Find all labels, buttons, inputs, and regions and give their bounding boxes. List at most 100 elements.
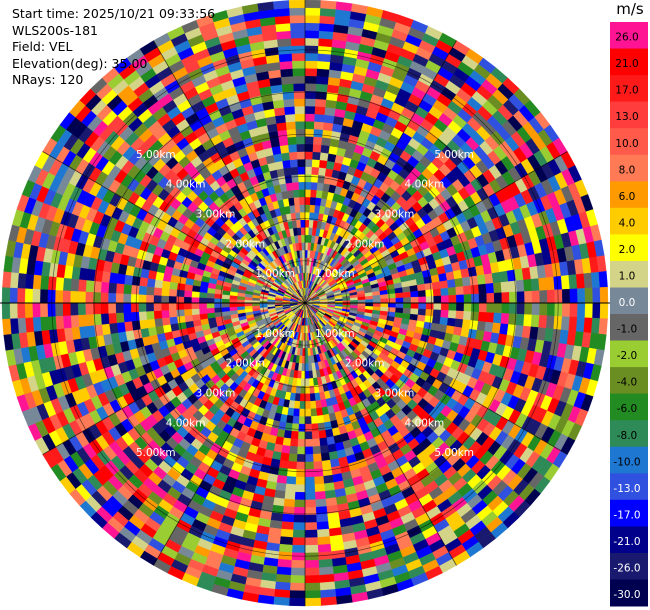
gate — [297, 234, 303, 243]
gate — [380, 302, 389, 308]
gate — [206, 307, 215, 314]
gate — [168, 295, 177, 304]
elevation: Elevation(deg): 35.00 — [12, 55, 148, 71]
gate — [184, 314, 194, 323]
gate — [288, 597, 306, 607]
gate — [440, 309, 449, 319]
gate — [292, 415, 300, 425]
gate — [304, 559, 320, 569]
gate — [425, 296, 435, 304]
gate — [284, 483, 296, 493]
gate — [77, 290, 86, 304]
gate — [291, 552, 306, 561]
gate — [319, 573, 335, 584]
gate — [304, 401, 311, 410]
gate — [316, 75, 330, 85]
gate — [62, 277, 72, 291]
gate — [295, 476, 306, 486]
colorbar-tick: -8.0 — [617, 430, 638, 442]
gate — [131, 275, 141, 286]
gate — [598, 318, 608, 335]
gate — [294, 113, 306, 122]
gate — [292, 522, 306, 531]
gate — [281, 83, 295, 93]
gate — [123, 274, 134, 286]
gate — [304, 544, 319, 554]
gate — [313, 121, 325, 130]
gate — [198, 297, 207, 304]
gate — [286, 128, 297, 138]
gate — [191, 296, 200, 304]
gate — [318, 429, 327, 439]
gate — [301, 363, 306, 372]
gate — [301, 249, 306, 258]
gate — [300, 219, 306, 228]
gate — [277, 129, 288, 139]
ppi-plot[interactable]: 1.00km1.00km1.00km1.00km2.00km2.00km2.00… — [0, 0, 610, 610]
gate — [440, 295, 450, 304]
gate — [311, 174, 319, 183]
gate — [293, 83, 306, 92]
gate — [39, 302, 49, 318]
gate — [315, 407, 324, 417]
gate — [402, 291, 412, 299]
gate — [319, 437, 328, 447]
range-label: 4.00km — [405, 179, 445, 191]
gate — [304, 446, 314, 455]
gate — [322, 129, 333, 139]
gate — [402, 307, 412, 315]
gate — [292, 60, 306, 69]
gate — [592, 302, 601, 319]
gate — [47, 289, 56, 304]
gate — [191, 302, 200, 310]
gate — [221, 306, 230, 312]
gate — [568, 316, 578, 332]
gate — [471, 293, 480, 304]
gate — [276, 566, 292, 576]
gate — [319, 15, 336, 25]
gate — [69, 302, 79, 316]
gate — [176, 289, 185, 297]
range-label: 2.00km — [225, 358, 265, 370]
gate — [493, 302, 503, 314]
gate — [298, 423, 306, 433]
gate — [476, 274, 487, 286]
gate — [539, 302, 548, 316]
gate — [85, 279, 95, 293]
gate — [304, 158, 313, 168]
gate — [279, 60, 293, 70]
gate — [431, 281, 441, 290]
gate — [304, 476, 315, 486]
gate — [299, 393, 306, 402]
gate — [282, 159, 291, 169]
gate — [304, 52, 319, 62]
gate — [2, 318, 12, 335]
gate — [153, 302, 162, 312]
gate — [425, 302, 435, 310]
gate — [39, 275, 50, 290]
gate — [471, 302, 480, 313]
gate — [304, 83, 317, 92]
gate — [183, 296, 192, 304]
gate — [289, 14, 306, 24]
gate — [304, 438, 313, 448]
gate — [292, 67, 306, 77]
gate — [319, 152, 329, 162]
gate — [485, 282, 495, 294]
gate — [290, 22, 306, 31]
gate — [296, 227, 302, 236]
gate — [319, 581, 336, 591]
gate — [70, 314, 80, 328]
gate — [560, 316, 571, 331]
gate — [568, 274, 578, 290]
gate — [310, 408, 318, 417]
gate — [304, 136, 314, 145]
gate — [123, 283, 132, 295]
gate — [160, 295, 170, 304]
gate — [304, 22, 320, 31]
gate — [298, 173, 306, 183]
gate — [304, 67, 318, 77]
gate — [69, 290, 79, 304]
colorbar-tick: -4.0 — [617, 377, 638, 389]
